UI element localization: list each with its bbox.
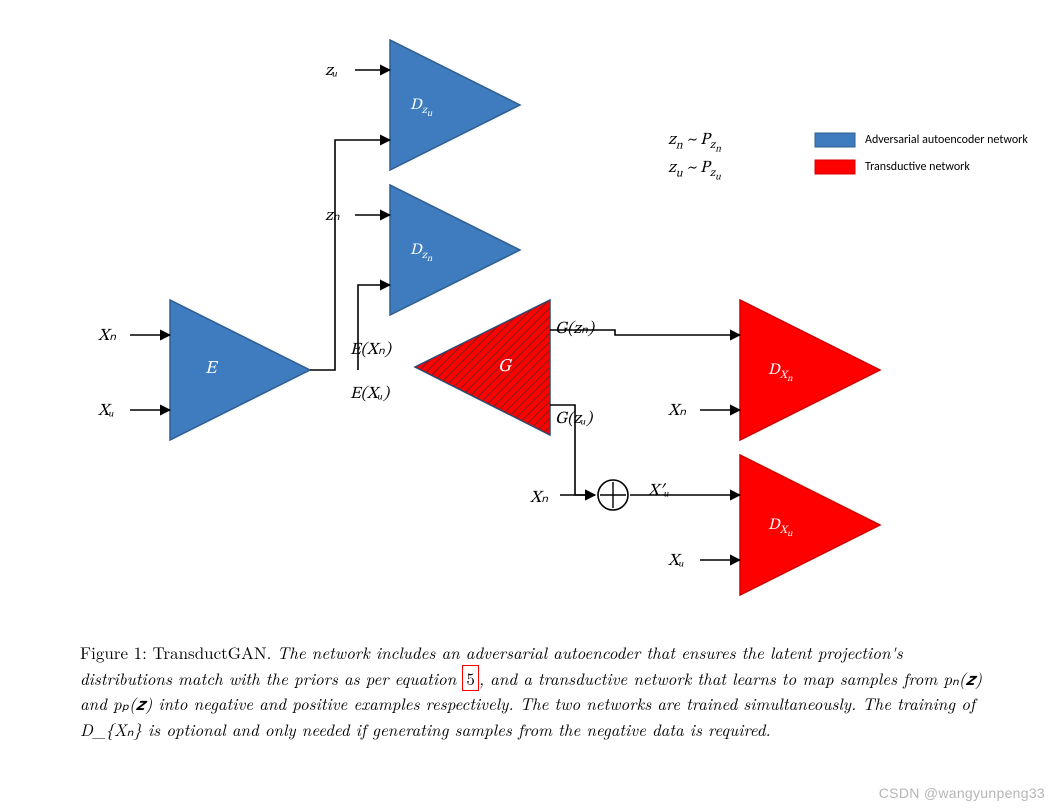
label-Dzu: Dzu xyxy=(410,95,432,120)
lbl-Xu-in: Xᵤ xyxy=(98,400,114,422)
lbl-Xu-right: Xᵤ xyxy=(668,550,684,572)
label-Dxu: DXu xyxy=(768,515,792,540)
caption-lead: Figure 1: TransductGAN. xyxy=(80,640,277,664)
triangle-G xyxy=(415,300,550,435)
watermark: CSDN @wangyunpeng33 xyxy=(879,785,1045,801)
triangle-Dxn xyxy=(740,300,880,440)
lbl-EXu: E(Xᵤ) xyxy=(350,383,389,405)
legend-item-2: Transductive network xyxy=(865,160,970,174)
arrow-E-to-Dzu xyxy=(310,140,390,370)
lbl-Xn-mid: Xₙ xyxy=(530,487,548,509)
diagram-svg xyxy=(0,0,1063,630)
label-Dzn: Dzn xyxy=(410,240,432,265)
legend-item-1: Adversarial autoencoder network xyxy=(865,133,1028,147)
legend-swatch-red xyxy=(815,160,855,174)
lbl-Gzu: G(zᵤ) xyxy=(555,408,592,430)
triangle-E xyxy=(170,300,310,440)
label-E: E xyxy=(205,358,216,381)
legend-prior-1: zn ~ Pzn xyxy=(668,130,721,156)
lbl-Xprimeu: X′ᵤ xyxy=(648,480,669,502)
lbl-Xn-right: Xₙ xyxy=(668,400,686,422)
lbl-Gzn: G(zₙ) xyxy=(555,318,594,340)
lbl-zn: zₙ xyxy=(325,205,340,227)
lbl-Xn-in: Xₙ xyxy=(98,325,116,347)
figure-caption: Figure 1: TransductGAN. The network incl… xyxy=(80,640,983,742)
figure-canvas: E Dzu Dzn G DXn DXu Xₙ Xᵤ zᵤ zₙ E(Xₙ) E(… xyxy=(0,0,1063,811)
caption-eq-ref: 5 xyxy=(462,665,479,691)
lbl-zu: zᵤ xyxy=(325,60,338,82)
legend-prior-2: zu ~ Pzu xyxy=(668,158,721,184)
legend-swatch-blue xyxy=(815,133,855,147)
label-Dxn: DXn xyxy=(768,360,793,385)
triangle-Dxu xyxy=(740,455,880,595)
lbl-EXn: E(Xₙ) xyxy=(350,339,391,361)
label-G: G xyxy=(498,356,511,379)
